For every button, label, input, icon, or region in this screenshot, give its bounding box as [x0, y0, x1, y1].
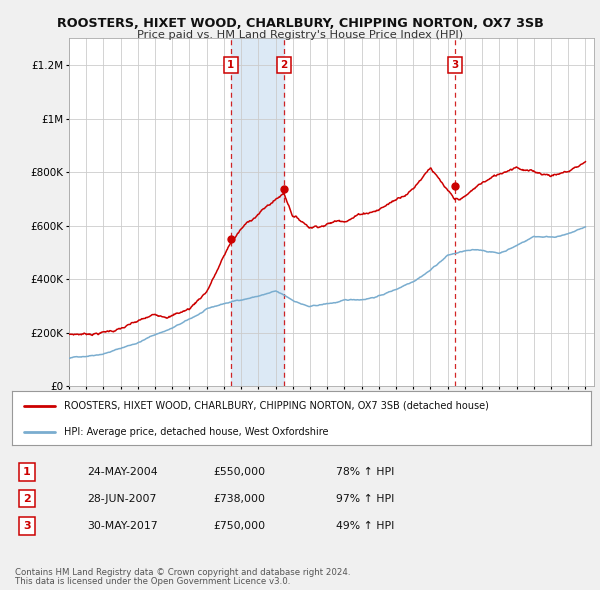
Text: HPI: Average price, detached house, West Oxfordshire: HPI: Average price, detached house, West… — [64, 427, 329, 437]
Text: 2: 2 — [23, 494, 31, 503]
Text: Price paid vs. HM Land Registry's House Price Index (HPI): Price paid vs. HM Land Registry's House … — [137, 30, 463, 40]
Text: £738,000: £738,000 — [213, 494, 265, 503]
Text: 97% ↑ HPI: 97% ↑ HPI — [336, 494, 394, 503]
Text: 49% ↑ HPI: 49% ↑ HPI — [336, 522, 394, 531]
Text: 78% ↑ HPI: 78% ↑ HPI — [336, 467, 394, 477]
Text: 28-JUN-2007: 28-JUN-2007 — [87, 494, 157, 503]
Text: 3: 3 — [451, 60, 458, 70]
Text: ROOSTERS, HIXET WOOD, CHARLBURY, CHIPPING NORTON, OX7 3SB (detached house): ROOSTERS, HIXET WOOD, CHARLBURY, CHIPPIN… — [64, 401, 489, 411]
Text: 1: 1 — [23, 467, 31, 477]
Text: £550,000: £550,000 — [213, 467, 265, 477]
Text: £750,000: £750,000 — [213, 522, 265, 531]
Text: This data is licensed under the Open Government Licence v3.0.: This data is licensed under the Open Gov… — [15, 577, 290, 586]
Text: 30-MAY-2017: 30-MAY-2017 — [87, 522, 158, 531]
Text: ROOSTERS, HIXET WOOD, CHARLBURY, CHIPPING NORTON, OX7 3SB: ROOSTERS, HIXET WOOD, CHARLBURY, CHIPPIN… — [56, 17, 544, 30]
Bar — [230, 38, 284, 386]
Text: Contains HM Land Registry data © Crown copyright and database right 2024.: Contains HM Land Registry data © Crown c… — [15, 568, 350, 577]
Text: 2: 2 — [280, 60, 287, 70]
Text: 1: 1 — [227, 60, 234, 70]
Text: 24-MAY-2004: 24-MAY-2004 — [87, 467, 158, 477]
Text: 3: 3 — [23, 522, 31, 531]
